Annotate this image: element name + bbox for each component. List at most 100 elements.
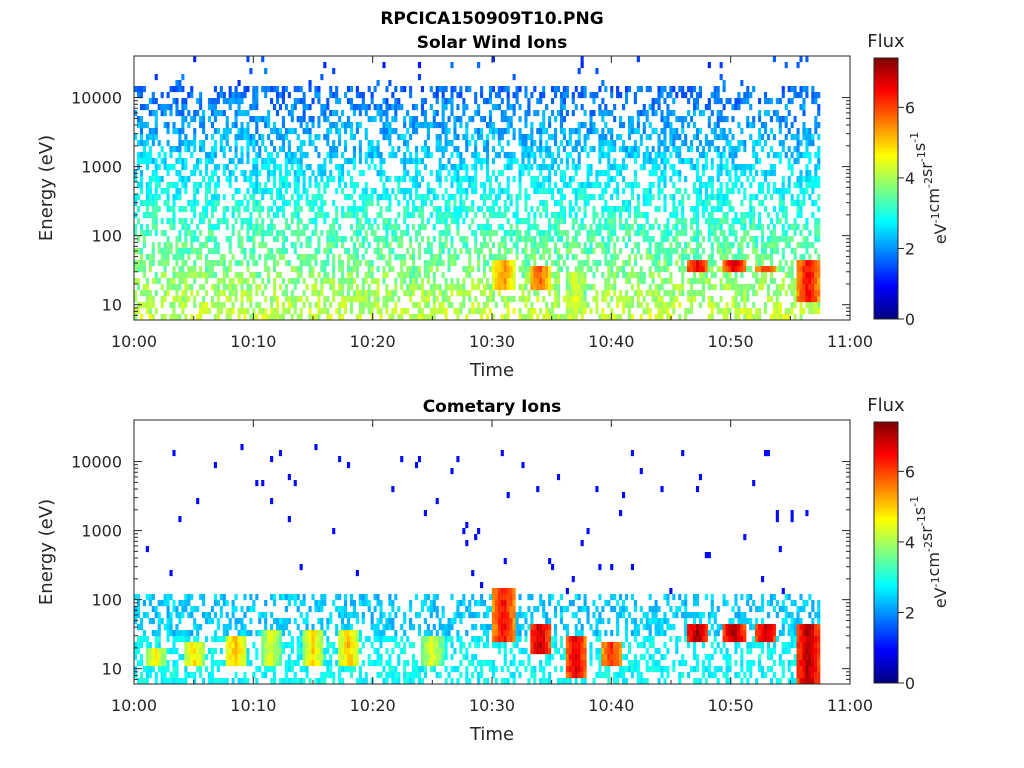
heatmap-cell [305,188,309,195]
heatmap-cell [142,612,146,619]
heatmap-cell [267,254,271,261]
heatmap-cell [228,242,232,249]
heatmap-cell [465,164,469,171]
heatmap-cell [758,182,762,189]
heatmap-cell [326,104,330,111]
heatmap-cell [311,266,315,273]
heatmap-cell [273,236,277,243]
heatmap-cell [213,110,217,117]
heatmap-cell [811,260,815,267]
heatmap-cell [811,86,815,93]
heatmap-cell [518,182,522,189]
heatmap-cell [775,308,779,315]
heatmap-cell [202,206,206,213]
heatmap-cell [622,122,626,129]
heatmap-cell [657,86,661,93]
heatmap-cell [346,98,351,105]
heatmap-cell [450,98,454,105]
heatmap-cell [527,254,531,261]
heatmap-cell [273,314,277,321]
heatmap-cell [343,128,348,135]
heatmap-cell [338,302,342,309]
heatmap-cell [580,284,584,291]
heatmap-cell [604,242,608,249]
heatmap-cell [474,140,478,147]
heatmap-cell [154,128,158,135]
heatmap-cell [678,86,682,93]
heatmap-cell [305,152,309,159]
heatmap-cell [412,200,416,207]
heatmap-cell [530,164,534,171]
heatmap-cell [231,230,235,237]
heatmap-cell [391,92,395,99]
heatmap-cell [157,654,161,661]
heatmap-cell [270,140,274,147]
heatmap-cell [740,212,744,219]
heatmap-cell [332,266,336,273]
heatmap-cell [678,242,682,249]
heatmap-cell [808,260,812,267]
heatmap-cell [749,236,753,243]
heatmap-cell [485,278,490,285]
heatmap-cell [817,272,821,279]
heatmap-cell [234,140,238,147]
heatmap-cell [616,188,620,195]
heatmap-cell [252,260,256,267]
heatmap-cell [308,128,312,135]
heatmap-cell [329,224,333,231]
heatmap-cell [772,308,776,315]
heatmap-cell [491,86,495,93]
heatmap-cell [166,164,170,171]
heatmap-cell [414,272,419,279]
heatmap-cell [296,134,300,141]
heatmap-cell [805,260,809,267]
heatmap-cell [388,206,392,213]
heatmap-cell [370,230,374,237]
heatmap-cell [323,188,327,195]
heatmap-cell [761,230,765,237]
heatmap-cell [512,128,516,135]
heatmap-cell [293,308,297,315]
heatmap-cell [414,206,419,213]
heatmap-cell [296,266,300,273]
heatmap-cell [595,224,599,231]
heatmap-cell [341,314,345,321]
heatmap-cell [193,116,197,123]
heatmap-cell [400,230,404,237]
heatmap-cell [429,290,433,297]
heatmap-cell [515,224,519,231]
heatmap-cell [275,128,280,135]
heatmap-cell [249,194,253,201]
heatmap-cell [355,212,359,219]
heatmap-cell [270,194,274,201]
heatmap-cell [385,188,389,195]
heatmap-cell [633,290,637,297]
heatmap-cell [420,308,424,315]
heatmap-cell [666,254,670,261]
heatmap-cell [669,290,673,297]
heatmap-cell [193,128,197,135]
heatmap-cell [181,98,185,105]
heatmap-cell [317,296,321,303]
heatmap-cell [577,284,581,291]
heatmap-cell [589,266,593,273]
heatmap-cell [536,206,540,213]
heatmap-cell [805,266,809,273]
heatmap-cell [619,224,623,231]
heatmap-cell [320,164,324,171]
heatmap-cell [811,278,815,285]
heatmap-cell [645,116,649,123]
heatmap-cell [261,188,265,195]
heatmap-cell [406,146,410,153]
heatmap-cell [335,110,339,117]
heatmap-cell [278,188,283,195]
heatmap-cell [485,302,490,309]
heatmap-cell [228,290,232,297]
heatmap-cell [332,296,336,303]
colorbar [874,58,898,319]
heatmap-cell [518,128,522,135]
heatmap-cell [275,302,280,309]
heatmap-cell [391,152,395,159]
heatmap-cell [539,188,543,195]
heatmap-cell [151,254,155,261]
